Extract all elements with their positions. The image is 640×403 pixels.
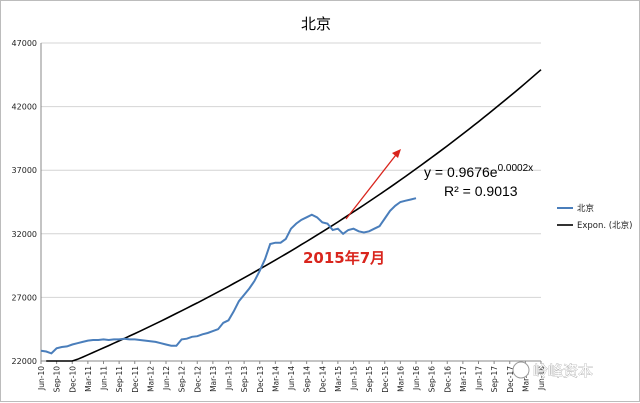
x-tick-label: Jun-12 [162,366,171,391]
gridlines [41,42,541,362]
watermark-logo-icon [512,361,530,379]
x-tick-label: Sep-14 [303,366,312,393]
x-tick-label: Jun-16 [412,366,421,391]
x-tick-label: Dec-17 [506,366,515,393]
y-axis-ticks: 22000 27000 32000 37000 42000 47000 [12,39,37,366]
x-tick-label: Mar-12 [146,366,155,392]
x-tick-label: Jun-10 [37,366,46,391]
x-tick-label: Sep-13 [240,366,249,393]
series-line-beijing [40,197,417,355]
legend-label-trend: Expon. (北京) [577,220,632,231]
watermark-text: 岭峰资本 [533,362,593,380]
x-tick-label: Sep-12 [178,366,187,393]
r-squared-text: R² = 0.9013 [444,183,518,199]
equation-main: y = 0.9676e [424,164,498,180]
trendline-expon [46,69,542,362]
y-tick-label: 32000 [12,230,37,239]
y-tick-label: 22000 [12,357,37,366]
x-axis-ticks: Jun-10 Sep-10 Dec-10 Mar-11 Jun-11 Sep-11 Dec-… [37,361,546,393]
x-tick-label: Dec-10 [68,366,77,393]
red-trend-arrow [345,150,400,220]
equation-text: y = 0.9676e0.0002x [424,163,533,180]
legend: 北京 Expon. (北京) [557,203,632,231]
x-tick-label: Jun-17 [475,366,484,391]
watermark: 岭峰资本 [512,361,593,380]
x-tick-label: Jun-13 [225,366,234,391]
x-tick-label: Jun-18 [537,366,546,391]
y-tick-label: 42000 [12,103,37,112]
x-tick-label: Dec-16 [443,366,452,393]
legend-label-beijing: 北京 [577,203,594,214]
red-arrow-head [392,149,401,158]
x-tick-label: Dec-15 [381,366,390,393]
equation-exponent: 0.0002x [498,163,534,174]
x-tick-label: Jun-14 [287,366,296,391]
x-tick-label: Mar-13 [209,366,218,392]
x-tick-label: Mar-14 [271,366,280,392]
x-tick-label: Sep-16 [428,366,437,393]
chart-title: 北京 [301,15,331,33]
x-tick-label: Mar-18 [521,366,530,392]
x-tick-label: Mar-11 [84,366,93,392]
x-tick-label: Mar-17 [459,366,468,392]
y-tick-label: 47000 [12,39,37,48]
x-tick-label: Mar-16 [396,366,405,392]
x-tick-label: Mar-15 [334,366,343,392]
annotation-date: 2015年7月 [303,249,385,267]
x-tick-label: Sep-15 [365,366,374,393]
x-tick-label: Dec-13 [256,366,265,393]
x-tick-label: Sep-11 [115,366,124,393]
x-tick-label: Sep-10 [53,366,62,393]
y-tick-label: 27000 [12,293,37,302]
x-tick-label: Dec-14 [318,366,327,393]
x-tick-label: Sep-17 [490,366,499,393]
y-tick-label: 37000 [12,166,37,175]
x-tick-label: Dec-11 [131,366,140,393]
x-tick-label: Dec-12 [193,366,202,393]
x-tick-label: Jun-15 [350,366,359,391]
x-tick-label: Jun-11 [100,366,109,391]
